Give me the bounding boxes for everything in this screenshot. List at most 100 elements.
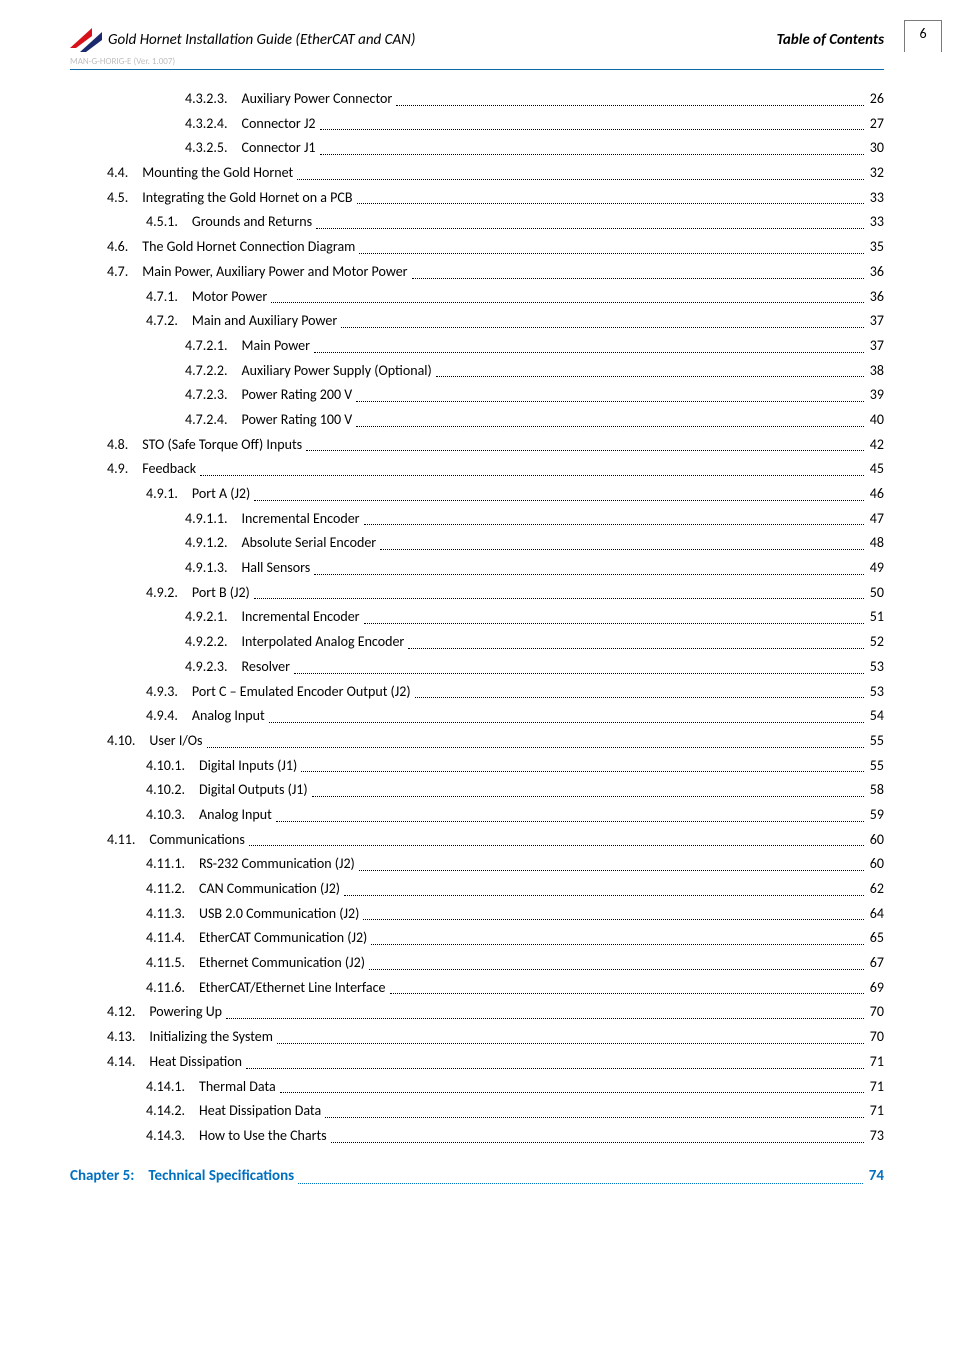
toc-entry-separator bbox=[178, 483, 192, 505]
toc-entry-separator bbox=[185, 927, 199, 949]
toc-leader-dots bbox=[254, 483, 864, 501]
toc-entry-label: Feedback bbox=[142, 458, 196, 480]
toc-entry-page: 36 bbox=[868, 286, 884, 308]
toc-entry: 4.8.STO (Safe Torque Off) Inputs42 bbox=[70, 434, 884, 456]
toc-leader-dots bbox=[314, 557, 864, 575]
toc-entry-number: 4.10.1. bbox=[146, 755, 185, 777]
toc-entry-separator bbox=[128, 261, 142, 283]
header-section: Table of Contents bbox=[777, 31, 884, 49]
toc-entry: 4.13.Initializing the System70 bbox=[70, 1026, 884, 1048]
toc-entry: 4.10.1. Digital Inputs (J1) 55 bbox=[70, 755, 884, 777]
toc-entry-label: Main Power, Auxiliary Power and Motor Po… bbox=[142, 261, 407, 283]
toc-entry-label: Power Rating 100 V bbox=[242, 409, 353, 431]
toc-entry-number: 4.14. bbox=[107, 1051, 135, 1073]
toc-entry: 4.14.1.Thermal Data71 bbox=[70, 1076, 884, 1098]
toc-entry-label: Interpolated Analog Encoder bbox=[242, 631, 405, 653]
toc-entry: 4.6.The Gold Hornet Connection Diagram35 bbox=[70, 236, 884, 258]
toc-entry-page: 71 bbox=[868, 1076, 884, 1098]
header-rule bbox=[70, 69, 884, 70]
toc-entry: 4.3.2.3.Auxiliary Power Connector26 bbox=[70, 88, 884, 110]
toc-entry-label: Thermal Data bbox=[199, 1076, 276, 1098]
toc-entry-separator bbox=[185, 1076, 199, 1098]
toc-entry-number: 4.3.2.4. bbox=[185, 113, 228, 135]
toc-leader-dots bbox=[301, 755, 864, 773]
toc-entry-number: 4.4. bbox=[107, 162, 128, 184]
toc-entry-page: 26 bbox=[868, 88, 884, 110]
toc-entry-number: 4.14.2. bbox=[146, 1100, 185, 1122]
toc-entry-separator bbox=[128, 434, 142, 456]
toc-entry: 4.11.6.EtherCAT/Ethernet Line Interface6… bbox=[70, 977, 884, 999]
toc-entry: 4.3.2.5.Connector J130 bbox=[70, 137, 884, 159]
toc-leader-dots bbox=[316, 211, 864, 229]
toc-leader-dots bbox=[297, 162, 864, 180]
toc-leader-dots bbox=[320, 137, 864, 155]
page-number-box: 6 bbox=[904, 20, 942, 52]
toc-entry-number: 4.9.4. bbox=[146, 705, 178, 727]
toc-entry-label: Digital Inputs (J1) bbox=[199, 755, 297, 777]
toc-chapter-page: 74 bbox=[867, 1165, 884, 1188]
toc-entry-number: 4.7.2.1. bbox=[185, 335, 228, 357]
toc-entry-label: Hall Sensors bbox=[242, 557, 311, 579]
toc-entry-number: 4.11.6. bbox=[146, 977, 185, 999]
toc-entry-number: 4.8. bbox=[107, 434, 128, 456]
toc-chapter-number: Chapter 5: bbox=[70, 1165, 134, 1188]
toc-entry-number: 4.5. bbox=[107, 187, 128, 209]
toc-entry-label: STO (Safe Torque Off) Inputs bbox=[142, 434, 302, 456]
toc-entry-number: 4.7.2.2. bbox=[185, 360, 228, 382]
toc-entry-page: 50 bbox=[868, 582, 884, 604]
toc-entry-label: Main and Auxiliary Power bbox=[192, 310, 337, 332]
toc-entry-number: 4.12. bbox=[107, 1001, 135, 1023]
toc-entry-separator bbox=[185, 952, 199, 974]
toc-entry-page: 40 bbox=[868, 409, 884, 431]
toc-entry-page: 33 bbox=[868, 187, 884, 209]
toc-entry-number: 4.6. bbox=[107, 236, 128, 258]
toc-entry-label: RS-232 Communication (J2) bbox=[199, 853, 355, 875]
toc-entry-page: 46 bbox=[868, 483, 884, 505]
toc-entry-page: 33 bbox=[868, 211, 884, 233]
toc-entry-separator bbox=[228, 88, 242, 110]
toc-entry: 4.9.1.2.Absolute Serial Encoder48 bbox=[70, 532, 884, 554]
toc-entry-label: Absolute Serial Encoder bbox=[242, 532, 377, 554]
toc-leader-dots bbox=[280, 1076, 864, 1094]
toc-entry-number: 4.11.2. bbox=[146, 878, 185, 900]
toc-entry-number: 4.7.1. bbox=[146, 286, 178, 308]
toc-entry-number: 4.10.3. bbox=[146, 804, 185, 826]
toc-entry-label: Heat Dissipation Data bbox=[199, 1100, 321, 1122]
toc-entry-number: 4.11. bbox=[107, 829, 135, 851]
toc-leader-dots bbox=[371, 927, 864, 945]
toc-entry: 4.11.5.Ethernet Communication (J2)67 bbox=[70, 952, 884, 974]
toc-entry: 4.11.4.EtherCAT Communication (J2)65 bbox=[70, 927, 884, 949]
toc-entry-number: 4.3.2.5. bbox=[185, 137, 228, 159]
toc-entry-page: 54 bbox=[868, 705, 884, 727]
toc-entry-number: 4.11.1. bbox=[146, 853, 185, 875]
toc-leader-dots bbox=[276, 804, 864, 822]
page-number: 6 bbox=[919, 25, 926, 42]
toc-entry-label: Communications bbox=[149, 829, 245, 851]
toc-entry-number: 4.10. bbox=[107, 730, 135, 752]
toc-entry-separator bbox=[185, 853, 199, 875]
toc-entry-page: 37 bbox=[868, 335, 884, 357]
toc-entry: 4.7.2.Main and Auxiliary Power37 bbox=[70, 310, 884, 332]
toc-entry: 4.9.1.Port A (J2)46 bbox=[70, 483, 884, 505]
toc-entry-label: Resolver bbox=[242, 656, 290, 678]
toc-leader-dots bbox=[412, 261, 864, 279]
toc-entry-page: 55 bbox=[868, 755, 884, 777]
toc-entry-page: 53 bbox=[868, 681, 884, 703]
toc-leader-dots bbox=[294, 656, 864, 674]
toc-leader-dots bbox=[380, 532, 864, 550]
toc-leader-dots bbox=[396, 88, 864, 106]
toc-entry-label: Ethernet Communication (J2) bbox=[199, 952, 365, 974]
toc-leader-dots bbox=[246, 1051, 864, 1069]
toc-entry: 4.9.Feedback45 bbox=[70, 458, 884, 480]
toc-entry-page: 32 bbox=[868, 162, 884, 184]
toc-entry-number: 4.3.2.3. bbox=[185, 88, 228, 110]
toc-entry-page: 73 bbox=[868, 1125, 884, 1147]
toc-entry-label: Auxiliary Power Supply (Optional) bbox=[242, 360, 432, 382]
toc-entry-label: Connector J1 bbox=[242, 137, 316, 159]
toc-entry-label: Integrating the Gold Hornet on a PCB bbox=[142, 187, 352, 209]
toc-entry-page: 69 bbox=[868, 977, 884, 999]
toc-entry-separator bbox=[135, 829, 149, 851]
toc-entry-separator bbox=[128, 162, 142, 184]
toc-entry-label: Power Rating 200 V bbox=[242, 384, 353, 406]
toc-entry-label: User I/Os bbox=[149, 730, 202, 752]
